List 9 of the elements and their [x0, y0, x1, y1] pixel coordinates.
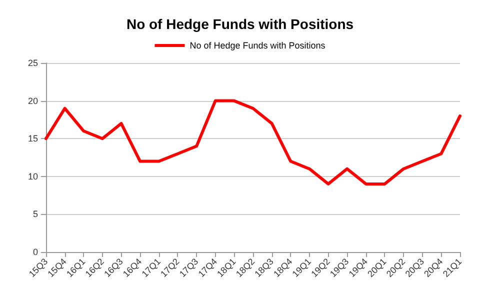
line-series: [44, 99, 462, 186]
y-tick-label: 10: [28, 171, 38, 182]
y-tick-label: 5: [32, 209, 38, 220]
chart-title: No of Hedge Funds with Positions: [126, 16, 354, 32]
y-tick-label: 20: [28, 96, 38, 106]
y-tick-label: 0: [32, 247, 38, 257]
legend-label: No of Hedge Funds with Positions: [190, 40, 326, 50]
y-tick-label: 15: [28, 134, 38, 144]
y-tick-label: 25: [28, 58, 38, 68]
